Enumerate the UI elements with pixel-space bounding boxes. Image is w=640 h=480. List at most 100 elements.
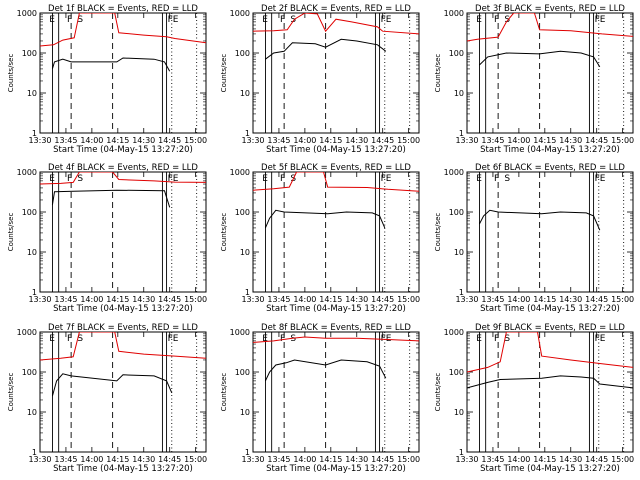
det5-x-tick-label: 13:45 <box>267 295 290 304</box>
det2-y-tick-label: 100 <box>235 49 250 58</box>
detector-panel-3: Det 3f BLACK = Events, RED = LLD 1 10 100 10… <box>434 4 634 155</box>
detector-panel-9: Det 9f BLACK = Events, RED = LLD 1 10 100 10… <box>434 323 634 474</box>
det1-plot-frame <box>39 12 207 134</box>
det4-x-tick-label: 13:30 <box>28 295 51 304</box>
det4-y-axis-label: Counts/sec <box>7 213 15 252</box>
det4-title: Det 4f BLACK = Events, RED = LLD <box>48 163 198 173</box>
det4-x-axis-label: Start Time (04-May-15 13:27:20) <box>53 304 193 314</box>
det5-x-tick-label: 13:30 <box>241 295 264 304</box>
det4-y-tick-label: 10 <box>27 248 37 257</box>
det3-title: Det 3f BLACK = Events, RED = LLD <box>475 4 625 14</box>
det1-mode-marker: S <box>77 15 83 25</box>
det8-x-tick-label: 14:30 <box>345 455 368 464</box>
det4-x-tick-label: 14:15 <box>106 295 129 304</box>
det1-title: Det 1f BLACK = Events, RED = LLD <box>48 4 198 14</box>
det7-mode-marker: F <box>67 334 72 344</box>
det1-x-tick-label: 14:30 <box>132 136 155 145</box>
det3-mode-marker: E <box>600 15 606 25</box>
det6-y-tick-label: 1 <box>459 288 464 297</box>
det9-title: Det 9f BLACK = Events, RED = LLD <box>475 323 625 333</box>
det4-lld-series <box>40 172 206 185</box>
det7-title: Det 7f BLACK = Events, RED = LLD <box>48 323 198 333</box>
det3-x-axis-label: Start Time (04-May-15 13:27:20) <box>480 145 620 155</box>
det8-mode-marker: F <box>280 334 285 344</box>
det8-title: Det 8f BLACK = Events, RED = LLD <box>261 323 411 333</box>
det6-mode-marker: E <box>600 174 606 184</box>
det3-y-axis-label: Counts/sec <box>434 54 442 93</box>
det4-x-tick-label: 13:45 <box>54 295 77 304</box>
det1-x-tick-label: 13:30 <box>28 136 51 145</box>
det8-x-tick-label: 15:00 <box>397 455 420 464</box>
det6-x-tick-label: 14:15 <box>533 295 556 304</box>
detector-panel-6: Det 6f BLACK = Events, RED = LLD 1 10 100 10… <box>434 163 634 314</box>
det7-x-tick-label: 14:15 <box>106 455 129 464</box>
det3-events-series <box>479 50 601 68</box>
detector-panel-1: Det 1f BLACK = Events, RED = LLD 1 10 100 10… <box>7 4 207 155</box>
det7-plot-frame <box>39 331 207 453</box>
det5-x-tick-label: 14:30 <box>345 295 368 304</box>
det3-x-tick-label: 14:15 <box>533 136 556 145</box>
det9-mode-marker: F <box>494 334 499 344</box>
det4-mode-marker: E <box>173 174 179 184</box>
det9-y-tick-label: 10 <box>454 408 464 417</box>
det5-x-axis-label: Start Time (04-May-15 13:27:20) <box>266 304 406 314</box>
det5-mode-marker: E <box>262 174 268 184</box>
det4-x-tick-label: 14:45 <box>158 295 181 304</box>
det6-x-axis-label: Start Time (04-May-15 13:27:20) <box>480 304 620 314</box>
det8-x-tick-label: 13:45 <box>267 455 290 464</box>
det9-x-tick-label: 15:00 <box>611 455 634 464</box>
det8-mode-marker: E <box>262 334 268 344</box>
det9-x-tick-label: 13:45 <box>481 455 504 464</box>
det5-y-tick-label: 10 <box>240 248 250 257</box>
det8-x-tick-label: 14:45 <box>371 455 394 464</box>
det2-x-tick-label: 14:15 <box>319 136 342 145</box>
det4-mode-marker: F <box>67 174 72 184</box>
det9-x-tick-label: 14:00 <box>507 455 530 464</box>
det3-y-tick-label: 10 <box>454 89 464 98</box>
det6-y-axis-label: Counts/sec <box>434 213 442 252</box>
det7-y-tick-label: 10 <box>27 408 37 417</box>
det7-mode-marker: E <box>173 334 179 344</box>
det4-y-tick-label: 1 <box>32 288 37 297</box>
det8-mode-marker: E <box>386 334 392 344</box>
det2-x-tick-label: 15:00 <box>397 136 420 145</box>
det3-x-tick-label: 13:30 <box>455 136 478 145</box>
det1-events-series <box>51 57 171 72</box>
det1-x-tick-label: 13:45 <box>54 136 77 145</box>
det6-x-tick-label: 15:00 <box>611 295 634 304</box>
det4-mode-marker: S <box>77 174 83 184</box>
det8-x-tick-label: 14:00 <box>293 455 316 464</box>
det6-x-tick-label: 13:45 <box>481 295 504 304</box>
det5-y-tick-label: 100 <box>235 208 250 217</box>
det1-x-axis-label: Start Time (04-May-15 13:27:20) <box>53 145 193 155</box>
det3-mode-marker: E <box>476 15 482 25</box>
det3-x-tick-label: 14:30 <box>559 136 582 145</box>
det4-x-tick-label: 14:00 <box>80 295 103 304</box>
det6-mode-marker: E <box>476 174 482 184</box>
det8-y-axis-label: Counts/sec <box>220 373 228 412</box>
det6-x-tick-label: 13:30 <box>455 295 478 304</box>
det3-y-tick-label: 1 <box>459 129 464 138</box>
det9-mode-marker: E <box>600 334 606 344</box>
det7-y-tick-label: 1 <box>32 448 37 457</box>
det2-lld-series <box>253 13 419 35</box>
det9-events-series <box>467 375 633 389</box>
det5-mode-marker: F <box>381 174 386 184</box>
det2-events-series <box>265 38 387 60</box>
det2-plot-frame <box>252 12 420 134</box>
det2-mode-marker: E <box>262 15 268 25</box>
det2-mode-marker: F <box>280 15 285 25</box>
det4-x-tick-label: 15:00 <box>184 295 207 304</box>
det4-y-tick-label: 100 <box>22 208 37 217</box>
det4-x-tick-label: 14:30 <box>132 295 155 304</box>
det5-title: Det 5f BLACK = Events, RED = LLD <box>261 163 411 173</box>
det6-y-tick-label: 1000 <box>444 168 464 177</box>
det2-mode-marker: S <box>290 15 296 25</box>
det7-x-axis-label: Start Time (04-May-15 13:27:20) <box>53 464 193 474</box>
det1-mode-marker: E <box>49 15 55 25</box>
det7-x-tick-label: 13:45 <box>54 455 77 464</box>
detector-panel-4: Det 4f BLACK = Events, RED = LLD 1 10 100 10… <box>7 163 207 314</box>
det6-title: Det 6f BLACK = Events, RED = LLD <box>475 163 625 173</box>
det3-y-tick-label: 100 <box>449 49 464 58</box>
